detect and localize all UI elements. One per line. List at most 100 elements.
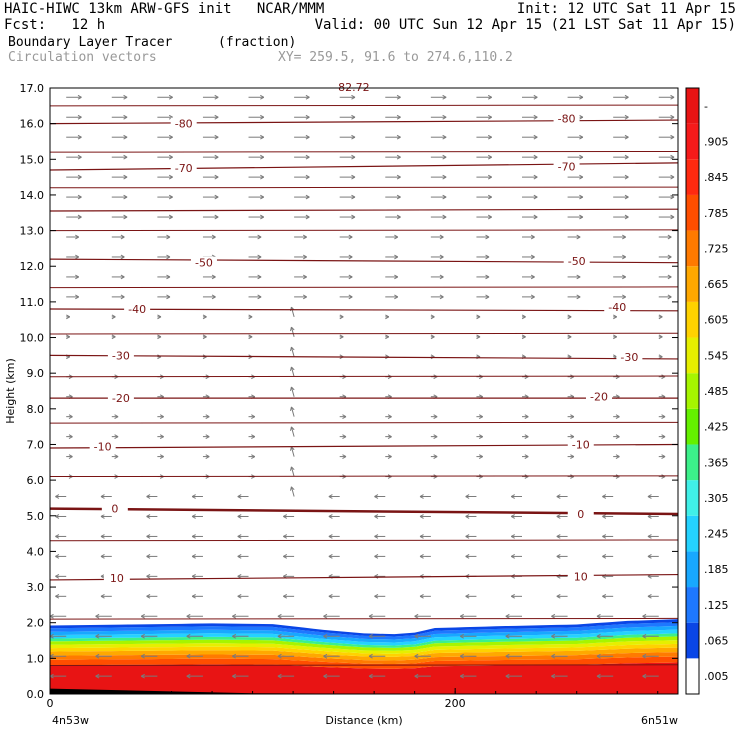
- field-name: Boundary Layer Tracer: [8, 35, 173, 50]
- contour-label-bg: [170, 162, 197, 175]
- wind-vector-head: [211, 274, 216, 280]
- wind-vector-head: [530, 294, 535, 300]
- colorbar-label: .605: [704, 314, 729, 327]
- isotherm-line: [49, 375, 679, 378]
- wind-vector-head: [414, 653, 419, 659]
- wind-vector-head: [439, 274, 444, 280]
- wind-vector-head: [602, 494, 607, 499]
- contour-label: -20: [590, 390, 608, 403]
- wind-vector-head: [670, 214, 675, 220]
- wind-vector-head: [305, 94, 310, 100]
- y-tick-label: 16.0: [20, 118, 45, 131]
- y-tick-label: 10.0: [20, 332, 45, 345]
- wind-vector-head: [396, 174, 401, 180]
- wind-vector-head: [328, 514, 333, 519]
- y-tick-label: 0.0: [27, 688, 45, 701]
- wind-vector-head: [524, 414, 529, 420]
- wind-vector-head: [465, 554, 470, 559]
- wind-vector-head: [305, 174, 310, 180]
- wind-vector-head: [596, 653, 601, 659]
- wind-vector-head: [77, 134, 82, 140]
- wind-vector-head: [77, 194, 82, 200]
- wind-vector-head: [75, 294, 80, 300]
- wind-vector-head: [487, 154, 492, 160]
- tracer-band: [50, 636, 678, 651]
- cross-section-endpoints: XY= 259.5, 91.6 to 274.6,110.2: [278, 50, 513, 65]
- wind-vector-head: [533, 154, 538, 160]
- colorbar-label: .065: [704, 635, 729, 648]
- wind-vector-head: [342, 414, 347, 420]
- wind-vector-head: [290, 366, 295, 372]
- wind-vector-head: [123, 154, 128, 160]
- wind-vector-head: [123, 194, 128, 200]
- wind-vector-head: [290, 386, 295, 391]
- contour-label-bg: [124, 303, 151, 316]
- contour-label-bg: [567, 438, 594, 451]
- y-tick-label: 6.0: [27, 474, 45, 487]
- wind-vector-head: [342, 454, 347, 459]
- wind-vector-head: [368, 613, 373, 619]
- wind-vector: [290, 406, 295, 417]
- y-tick-label: 7.0: [27, 438, 45, 451]
- wind-vector-head: [257, 274, 262, 280]
- wind-vector-head: [290, 346, 295, 352]
- wind-vector-head: [556, 514, 561, 519]
- wind-vector-head: [661, 414, 666, 420]
- wind-vector-head: [260, 94, 265, 100]
- wind-vector-head: [622, 234, 627, 240]
- wind-vector-head: [596, 673, 601, 679]
- wind-vector-head: [602, 554, 607, 559]
- wind-vector-head: [75, 254, 80, 260]
- wind-vector-head: [476, 314, 481, 320]
- wind-vector-head: [505, 633, 510, 639]
- colorbar-frame: [685, 87, 700, 695]
- wind-vector-head: [439, 254, 444, 260]
- y-tick-label: 11.0: [20, 296, 45, 309]
- wind-vector-head: [159, 434, 164, 439]
- wind-vector-head: [114, 414, 119, 420]
- wind-vector-head: [396, 194, 401, 200]
- wind-vector-head: [214, 214, 219, 220]
- wind-vector-head: [624, 114, 629, 120]
- wind-vector-head: [342, 434, 347, 439]
- tracer-band: [50, 633, 678, 648]
- wind-vector-head: [260, 154, 265, 160]
- contour-label-bg: [101, 502, 128, 515]
- wind-vector-head: [374, 593, 379, 599]
- wind-vector-head: [368, 673, 373, 679]
- terrain: [50, 688, 678, 694]
- wind-vector-head: [396, 214, 401, 220]
- wind-vector-head: [510, 593, 515, 599]
- y-tick-label: 12.0: [20, 260, 45, 273]
- wind-vector-head: [556, 554, 561, 559]
- wind-vector-head: [487, 214, 492, 220]
- wind-vector-head: [579, 114, 584, 120]
- colorbar-label: .665: [704, 278, 729, 291]
- wind-vector-head: [478, 434, 483, 439]
- wind-vector-head: [339, 334, 344, 340]
- wind-vector-head: [414, 613, 419, 619]
- wind-vector-head: [290, 326, 295, 332]
- wind-vector-head: [521, 314, 526, 320]
- wind-vector-head: [111, 314, 116, 320]
- wind-vector-head: [670, 174, 675, 180]
- contour-label-bg: [170, 117, 197, 130]
- wind-vector-head: [459, 673, 464, 679]
- x-axis-label: Distance (km): [325, 714, 402, 727]
- colorbar-swatch: [686, 587, 699, 623]
- wind-vector-head: [351, 114, 356, 120]
- wind-vector-head: [567, 334, 572, 340]
- wind-vector-head: [642, 673, 647, 679]
- wind-vector-head: [374, 534, 379, 539]
- wind-vector-head: [459, 633, 464, 639]
- wind-vector-head: [510, 494, 515, 499]
- wind-vector-head: [323, 673, 328, 679]
- wind-vector-head: [191, 514, 196, 519]
- wind-vector-head: [237, 554, 242, 559]
- wind-vector-head: [114, 434, 119, 439]
- wind-vector-head: [530, 274, 535, 280]
- isotherm-line: [49, 332, 679, 335]
- wind-vector-head: [419, 494, 424, 499]
- x-tick-label: 200: [445, 697, 466, 710]
